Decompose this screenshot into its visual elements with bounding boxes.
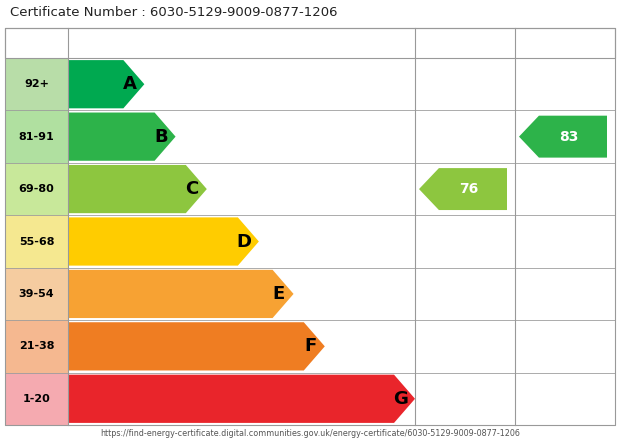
Text: F: F bbox=[304, 337, 316, 356]
Bar bbox=[68, 215, 415, 268]
Text: Energy rating: Energy rating bbox=[76, 37, 172, 49]
Bar bbox=[5, 268, 68, 320]
Bar bbox=[68, 163, 415, 215]
Polygon shape bbox=[68, 165, 207, 213]
Text: A: A bbox=[123, 75, 136, 93]
Polygon shape bbox=[419, 168, 507, 210]
Text: Current: Current bbox=[438, 37, 492, 49]
Text: C: C bbox=[185, 180, 199, 198]
Bar bbox=[515, 110, 615, 163]
Polygon shape bbox=[68, 113, 175, 161]
Bar bbox=[515, 215, 615, 268]
Bar bbox=[515, 58, 615, 110]
Bar bbox=[415, 320, 515, 373]
Text: 81-91: 81-91 bbox=[19, 132, 55, 142]
Text: 21-38: 21-38 bbox=[19, 341, 55, 352]
Bar bbox=[415, 110, 515, 163]
Text: D: D bbox=[237, 232, 252, 250]
Bar bbox=[68, 110, 415, 163]
Bar bbox=[515, 163, 615, 215]
Bar bbox=[68, 320, 415, 373]
Polygon shape bbox=[68, 322, 325, 370]
Bar bbox=[415, 163, 515, 215]
Text: E: E bbox=[273, 285, 285, 303]
Text: B: B bbox=[154, 128, 167, 146]
Text: G: G bbox=[393, 390, 408, 408]
Text: 76: 76 bbox=[459, 182, 479, 196]
Bar bbox=[5, 320, 68, 373]
Bar bbox=[5, 163, 68, 215]
Bar bbox=[5, 110, 68, 163]
Bar bbox=[515, 320, 615, 373]
Text: https://find-energy-certificate.digital.communities.gov.uk/energy-certificate/60: https://find-energy-certificate.digital.… bbox=[100, 429, 520, 438]
Text: Certificate Number : 6030-5129-9009-0877-1206: Certificate Number : 6030-5129-9009-0877… bbox=[10, 6, 337, 19]
Text: 69-80: 69-80 bbox=[19, 184, 55, 194]
Text: 1-20: 1-20 bbox=[22, 394, 50, 404]
Polygon shape bbox=[519, 116, 607, 158]
Bar bbox=[415, 373, 515, 425]
Text: Score: Score bbox=[17, 37, 56, 49]
Text: Potential: Potential bbox=[533, 37, 596, 49]
Text: 83: 83 bbox=[559, 130, 578, 143]
Bar bbox=[515, 268, 615, 320]
Bar bbox=[5, 373, 68, 425]
Bar bbox=[415, 215, 515, 268]
Text: 55-68: 55-68 bbox=[19, 237, 55, 246]
Bar bbox=[5, 215, 68, 268]
Polygon shape bbox=[68, 375, 415, 423]
Bar bbox=[68, 268, 415, 320]
Bar bbox=[5, 58, 68, 110]
Polygon shape bbox=[68, 60, 144, 108]
Bar bbox=[5, 28, 615, 58]
Text: 39-54: 39-54 bbox=[19, 289, 55, 299]
Text: 92+: 92+ bbox=[24, 79, 49, 89]
Bar bbox=[415, 268, 515, 320]
Bar bbox=[68, 58, 415, 110]
Bar bbox=[515, 373, 615, 425]
Bar bbox=[415, 58, 515, 110]
Polygon shape bbox=[68, 217, 259, 266]
Bar bbox=[68, 373, 415, 425]
Polygon shape bbox=[68, 270, 293, 318]
